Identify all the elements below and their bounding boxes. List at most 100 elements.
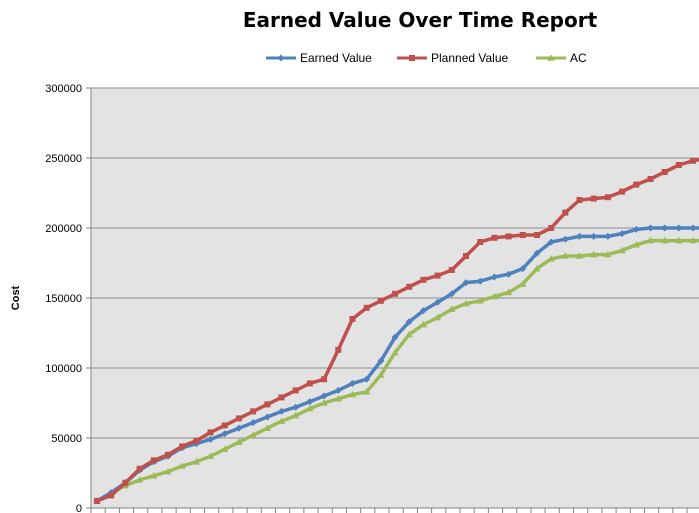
point-planned-value-40 [661, 169, 668, 175]
y-tick-label-200000: 200000 [45, 223, 82, 235]
point-ac-29 [504, 288, 513, 296]
point-planned-value-23 [420, 276, 427, 283]
point-planned-value-0 [94, 498, 100, 504]
point-planned-value-18 [349, 316, 356, 322]
series-line-ac [96, 238, 699, 503]
point-earned-value-8 [207, 435, 215, 443]
point-earned-value-30 [519, 265, 527, 273]
point-planned-value-21 [392, 290, 399, 297]
point-earned-value-32 [547, 238, 555, 246]
series-planned-value [94, 157, 699, 504]
point-ac-10 [235, 438, 243, 445]
point-earned-value-10 [235, 424, 243, 432]
point-planned-value-42 [690, 157, 697, 164]
point-earned-value-17 [334, 386, 342, 394]
point-earned-value-33 [561, 235, 569, 243]
point-ac-38 [632, 241, 640, 248]
y-tick-label-250000: 250000 [45, 153, 82, 165]
point-planned-value-12 [264, 401, 271, 408]
point-planned-value-30 [519, 232, 526, 238]
point-ac-42 [689, 236, 697, 244]
point-ac-20 [377, 371, 385, 378]
point-planned-value-16 [321, 376, 328, 383]
y-tick-labels: 0 50000 100000 150000 200000 250000 300000 [45, 83, 82, 513]
point-ac-9 [221, 445, 229, 452]
point-earned-value-29 [505, 270, 513, 278]
point-ac-34 [575, 252, 584, 259]
axes [86, 87, 699, 513]
point-ac-26 [462, 299, 470, 307]
point-ac-8 [206, 452, 215, 459]
point-ac-6 [178, 462, 186, 469]
point-ac-40 [661, 236, 669, 244]
legend: Earned Value Planned Value AC [266, 51, 587, 65]
point-earned-value-13 [277, 407, 285, 415]
point-ac-15 [306, 404, 314, 412]
point-planned-value-36 [604, 194, 611, 201]
chart-title: Earned Value Over Time Report [243, 8, 598, 32]
legend-marker-planned-value [409, 55, 415, 61]
point-ac-5 [164, 467, 172, 475]
y-tick-label-300000: 300000 [45, 83, 82, 95]
point-planned-value-19 [363, 304, 370, 311]
point-planned-value-1 [108, 492, 115, 499]
point-ac-22 [405, 330, 413, 338]
point-ac-4 [150, 472, 158, 479]
legend-label-earned-value: Earned Value [300, 51, 372, 65]
point-earned-value-12 [263, 413, 271, 421]
y-tick-label-150000: 150000 [45, 293, 82, 305]
point-earned-value-22 [405, 318, 413, 326]
point-earned-value-26 [462, 279, 470, 287]
series-layer [93, 157, 699, 505]
y-tick-label-100000: 100000 [45, 363, 82, 375]
point-planned-value-5 [164, 451, 171, 458]
point-ac-25 [448, 305, 456, 312]
point-earned-value-36 [604, 232, 612, 240]
point-planned-value-33 [562, 209, 569, 216]
point-ac-18 [348, 390, 357, 398]
point-earned-value-21 [391, 333, 399, 341]
point-earned-value-42 [689, 224, 697, 232]
point-earned-value-9 [221, 430, 229, 438]
point-planned-value-29 [505, 233, 512, 240]
point-ac-39 [646, 236, 655, 244]
point-ac-31 [533, 264, 541, 272]
point-ac-28 [490, 292, 498, 300]
point-planned-value-26 [462, 253, 469, 259]
point-planned-value-11 [250, 408, 257, 415]
point-earned-value-27 [476, 277, 484, 285]
point-planned-value-37 [619, 188, 626, 195]
point-planned-value-28 [491, 234, 498, 241]
point-planned-value-31 [533, 232, 540, 238]
point-earned-value-40 [661, 224, 669, 232]
point-earned-value-23 [419, 307, 427, 315]
point-earned-value-37 [618, 230, 626, 238]
point-planned-value-27 [477, 239, 484, 245]
point-earned-value-19 [363, 375, 371, 383]
point-planned-value-4 [150, 457, 157, 464]
point-ac-32 [547, 255, 555, 262]
point-planned-value-20 [377, 297, 384, 304]
point-planned-value-15 [306, 380, 313, 387]
legend-marker-ac [547, 54, 555, 61]
point-ac-36 [604, 250, 612, 258]
point-planned-value-6 [179, 443, 186, 450]
point-planned-value-13 [278, 394, 285, 401]
point-ac-17 [334, 395, 342, 402]
point-earned-value-35 [590, 232, 598, 240]
point-ac-33 [561, 252, 569, 259]
point-planned-value-35 [590, 195, 597, 202]
point-ac-13 [277, 417, 286, 424]
series-ac [93, 236, 699, 504]
point-ac-35 [590, 250, 598, 258]
point-planned-value-34 [576, 197, 583, 203]
point-planned-value-2 [122, 479, 129, 486]
point-earned-value-11 [249, 419, 257, 427]
point-planned-value-32 [548, 225, 555, 231]
point-ac-16 [320, 399, 328, 406]
point-ac-27 [476, 297, 484, 304]
point-earned-value-34 [576, 232, 584, 240]
point-ac-30 [519, 280, 527, 287]
point-ac-24 [434, 313, 442, 321]
point-ac-11 [249, 431, 257, 438]
